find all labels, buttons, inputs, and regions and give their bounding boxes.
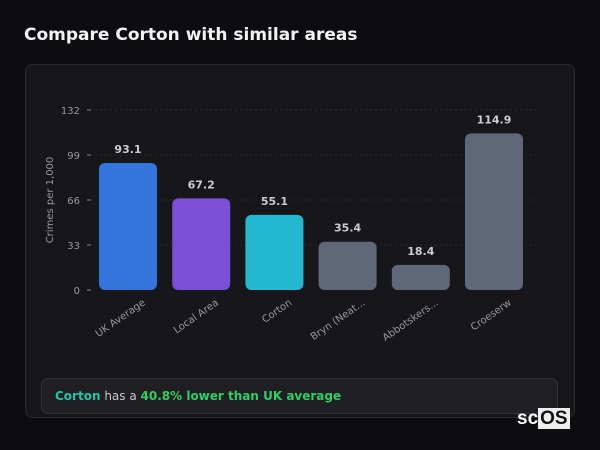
y-tick-label: 99 xyxy=(67,151,80,162)
bar-value-label: 55.1 xyxy=(261,195,288,208)
x-tick-label: Abbotskers... xyxy=(381,297,441,343)
bar-abbotskers- xyxy=(391,264,450,290)
bar-value-label: 93.1 xyxy=(114,143,141,156)
bar-value-label: 18.4 xyxy=(407,245,434,258)
x-tick-label: UK Average xyxy=(94,297,148,339)
bar-uk-average xyxy=(99,163,157,290)
y-tick-label: 66 xyxy=(67,196,80,207)
y-axis-label: Crimes per 1,000 xyxy=(45,157,56,244)
bar-value-label: 67.2 xyxy=(188,178,215,191)
bar-croeserw xyxy=(465,133,523,290)
x-tick-label: Local Area xyxy=(172,297,221,336)
summary-area: Corton xyxy=(55,389,101,403)
bar-local-area xyxy=(172,198,231,290)
bar-bryn-neat- xyxy=(318,241,377,290)
bar-corton xyxy=(245,214,304,290)
summary-box: Corton has a 40.8% lower than UK average xyxy=(41,378,558,414)
y-tick-label: 0 xyxy=(74,286,80,297)
scos-logo: sc OS xyxy=(517,408,570,429)
summary-comparison: 40.8% lower than UK average xyxy=(140,389,342,403)
bar-value-label: 35.4 xyxy=(334,222,361,235)
x-tick-label: Bryn (Neat... xyxy=(309,297,367,342)
y-tick-label: 33 xyxy=(67,241,80,252)
page-title: Compare Corton with similar areas xyxy=(24,25,358,45)
bar-value-label: 114.9 xyxy=(477,113,512,126)
x-tick-label: Corton xyxy=(260,297,294,325)
summary-middle: has a xyxy=(100,389,141,403)
y-tick-label: 132 xyxy=(61,106,80,117)
x-tick-label: Croeserw xyxy=(469,297,514,333)
